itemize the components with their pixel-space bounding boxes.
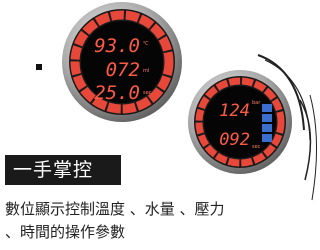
bullet (36, 64, 42, 70)
unit: bar (252, 100, 261, 106)
gauge: 124 bar 092 sec (188, 70, 292, 174)
reading: 25.0 (94, 82, 140, 104)
unit: sec (252, 144, 261, 150)
reading: 124 (219, 101, 250, 121)
unit: ml (143, 68, 149, 74)
feature-description: 、時間的操作參數 (5, 221, 125, 242)
feature-title: 一手掌控 (5, 155, 121, 185)
feature-description: 數位顯示控制溫度 、水量 、壓力 (5, 198, 225, 219)
gauge: 93.0 ℃ 072 ml 25.0 sec (62, 2, 182, 122)
unit: sec (143, 90, 152, 96)
page: 93.0 ℃ 072 ml 25.0 sec 124 bar 092 sec 一… (0, 0, 320, 250)
reading: 93.0 (94, 35, 140, 57)
unit: ℃ (143, 41, 149, 47)
reading: 092 (219, 130, 250, 150)
reading: 072 (106, 59, 140, 81)
